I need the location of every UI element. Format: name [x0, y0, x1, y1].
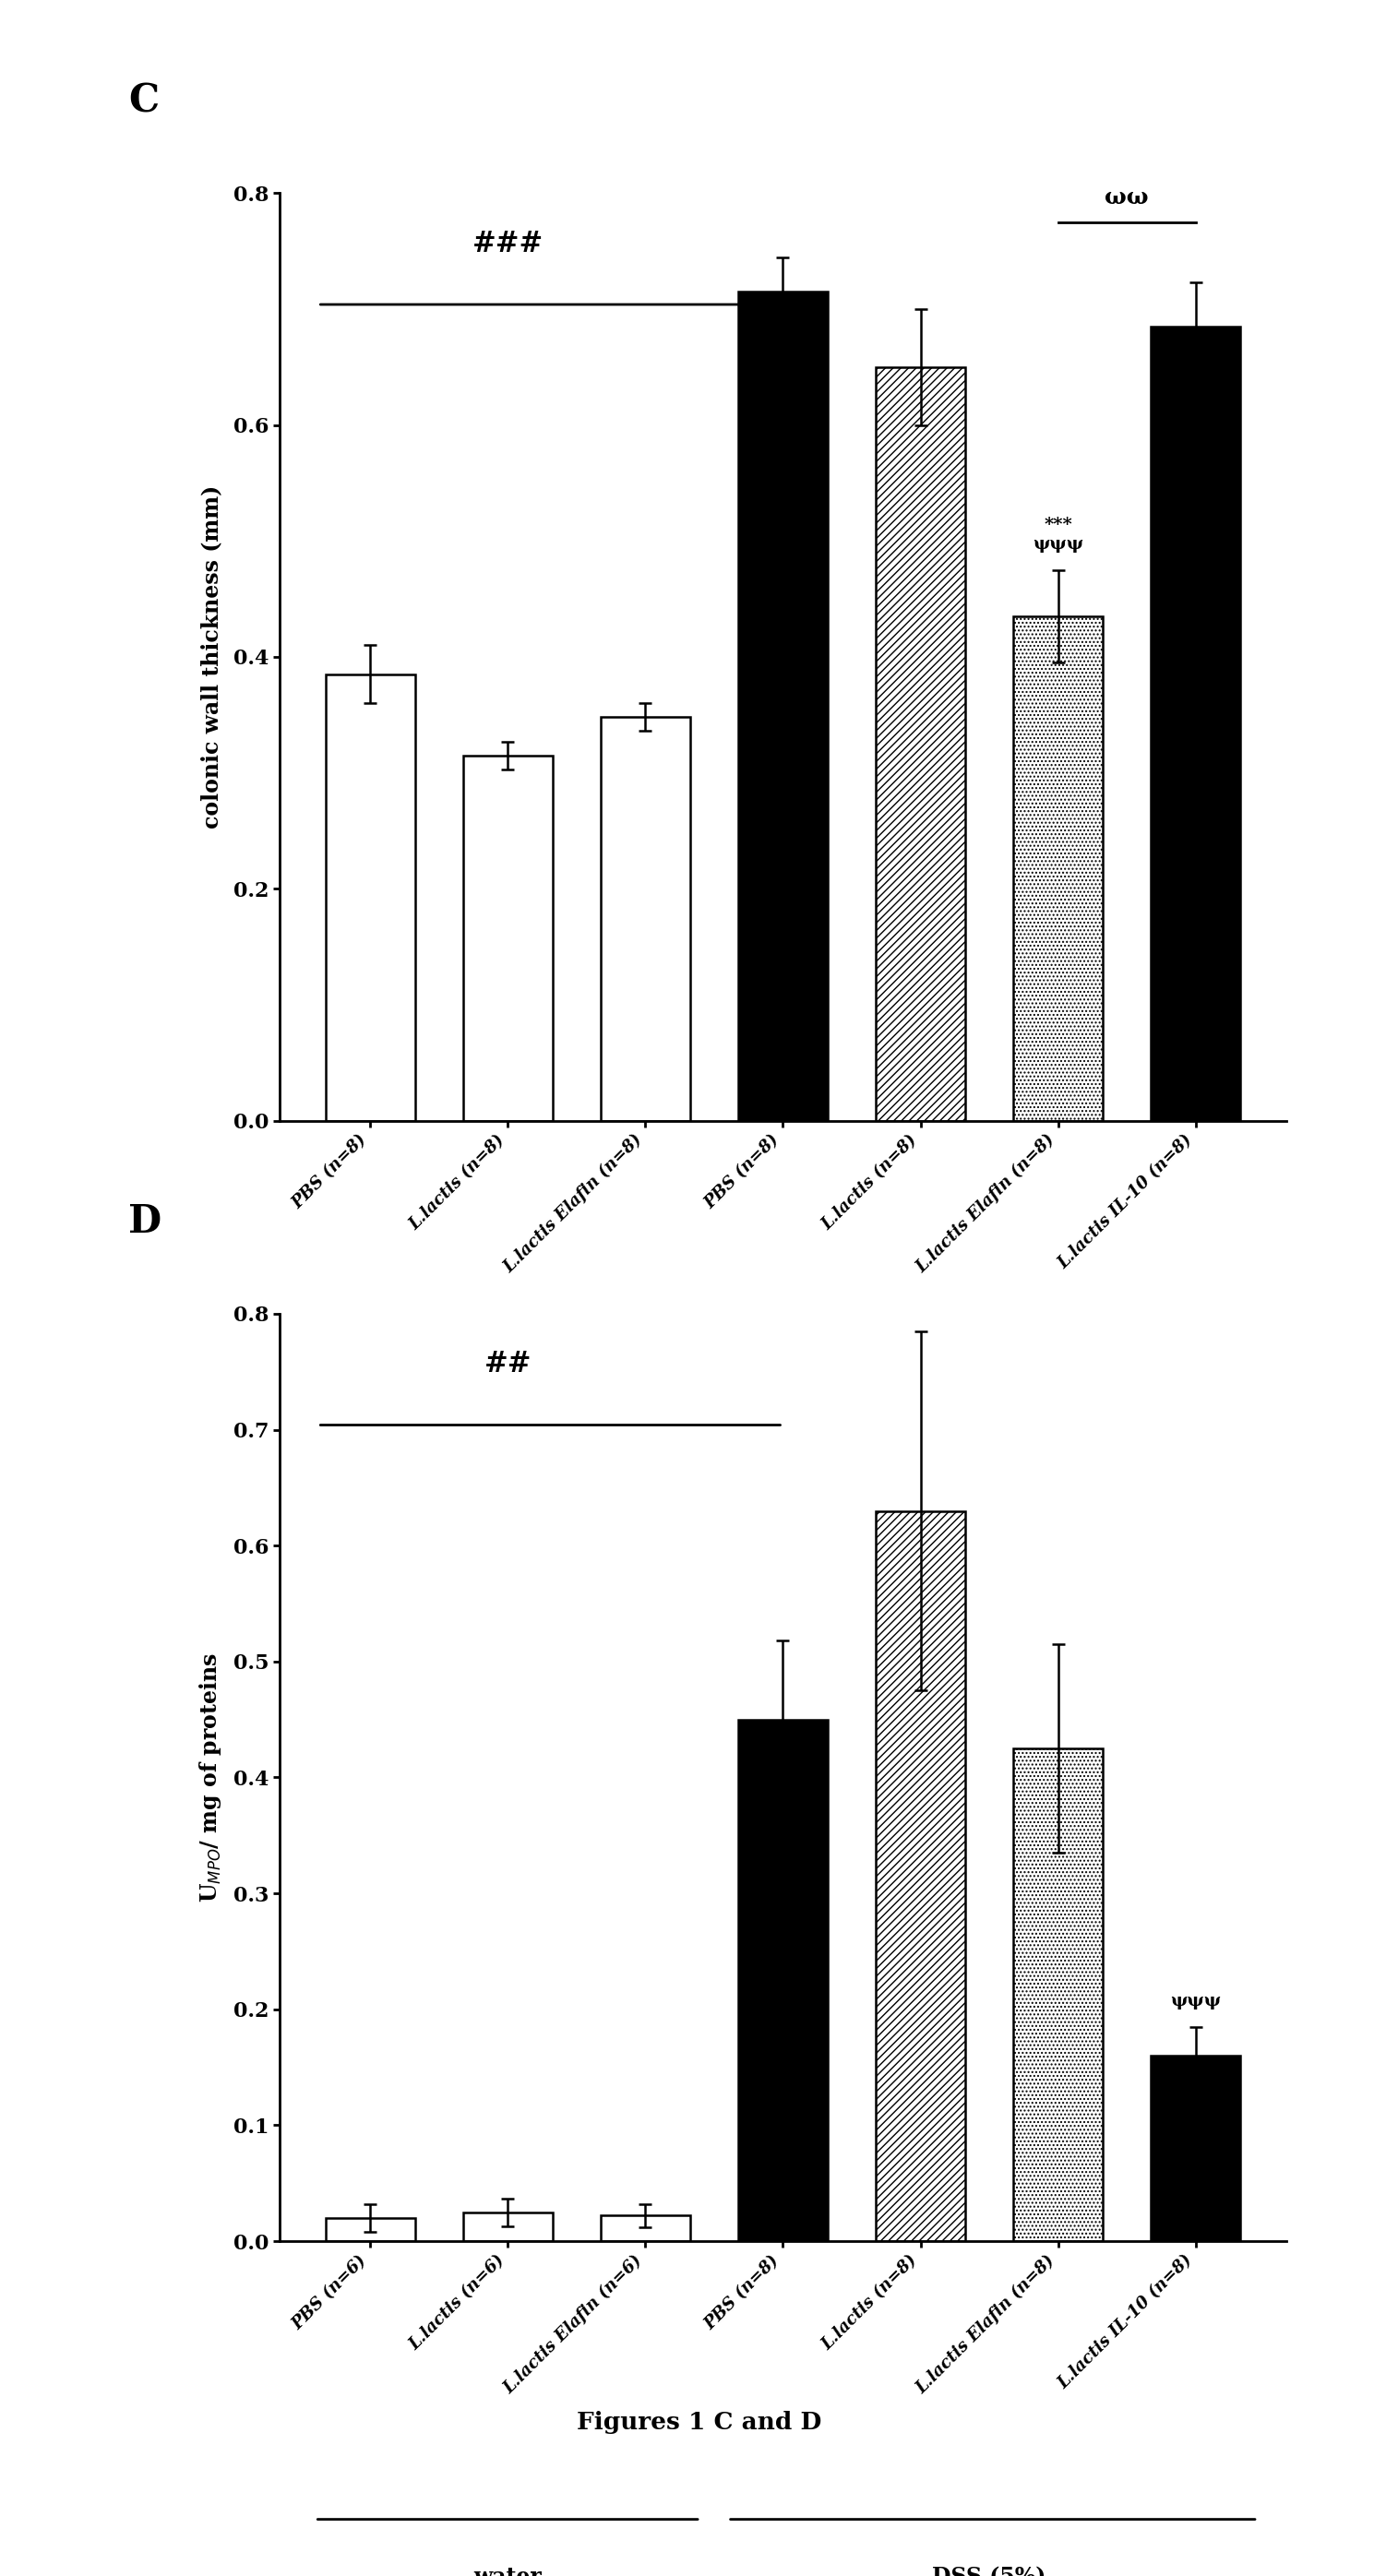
Text: ψψψ: ψψψ: [1170, 1994, 1220, 2009]
Text: C: C: [129, 82, 159, 121]
Text: DSS (5%): DSS (5%): [932, 2566, 1046, 2576]
Y-axis label: U$_{MPO}$/ mg of proteins: U$_{MPO}$/ mg of proteins: [197, 1654, 222, 1901]
Bar: [601, 716, 691, 1121]
Text: D: D: [129, 1203, 162, 1242]
Bar: [601, 2215, 691, 2241]
Bar: [738, 291, 828, 1121]
Bar: [738, 1721, 828, 2241]
Text: ###: ###: [473, 229, 544, 258]
Bar: [1014, 616, 1103, 1121]
Y-axis label: colonic wall thickness (mm): colonic wall thickness (mm): [201, 484, 222, 829]
Bar: [326, 675, 415, 1121]
Text: ωω: ωω: [1104, 185, 1149, 209]
Bar: [875, 1510, 965, 2241]
Bar: [1151, 2056, 1240, 2241]
Text: Figures 1 C and D: Figures 1 C and D: [576, 2411, 822, 2434]
Bar: [463, 2213, 552, 2241]
Bar: [1014, 1749, 1103, 2241]
Text: ***
ψψψ: *** ψψψ: [1033, 518, 1083, 554]
Text: water: water: [474, 1445, 541, 1468]
Bar: [326, 2218, 415, 2241]
Text: water: water: [474, 2566, 541, 2576]
Text: ##: ##: [484, 1350, 531, 1378]
Bar: [1151, 327, 1240, 1121]
Bar: [463, 755, 552, 1121]
Text: DSS (5%): DSS (5%): [932, 1445, 1046, 1468]
Bar: [875, 368, 965, 1121]
